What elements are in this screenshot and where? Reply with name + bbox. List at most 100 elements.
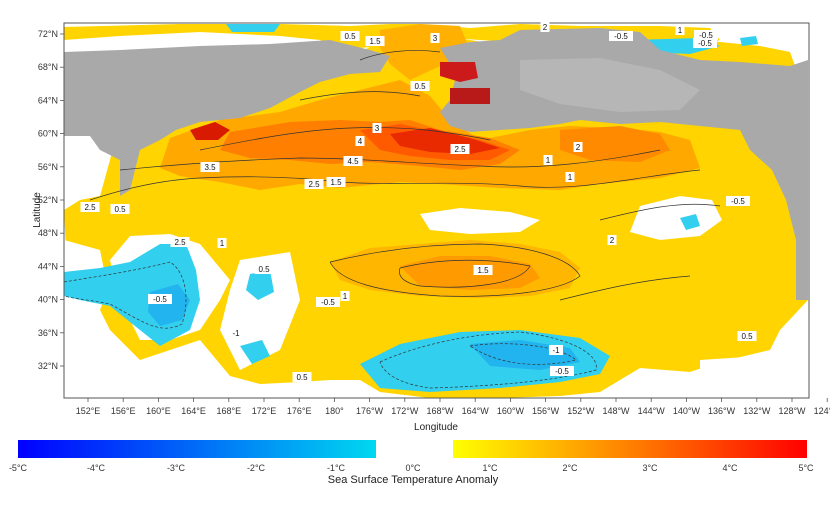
contour-label: -0.5 (699, 31, 713, 40)
plot-frame (63, 22, 810, 399)
x-tick-label: 128°W (778, 406, 806, 416)
contour-label-bg (355, 136, 365, 146)
contour-label: 1 (343, 292, 348, 301)
y-tick-label: 48°N (38, 228, 58, 238)
region-warm-2-top (380, 24, 470, 80)
y-tick-label: 32°N (38, 361, 58, 371)
contour-label-bg (450, 144, 470, 154)
contour-label: 1 (678, 26, 683, 35)
contour-label-bg (609, 31, 633, 41)
y-tick-label: 68°N (38, 62, 58, 72)
colorbar-tick-label: -4°C (87, 463, 106, 473)
contour-label-bg (543, 155, 553, 165)
region-neutral-2 (630, 196, 722, 240)
y-axis-ticks: 72°N 68°N 64°N 60°N 56°N 52°N 48°N 44°N 40°N 36°N… (38, 29, 64, 371)
contour-label-bg (200, 162, 220, 172)
region-cool-small-3 (680, 214, 700, 230)
region-cool-small-2 (240, 340, 270, 364)
contour-label-bg (340, 31, 360, 41)
contour-label-bg (365, 36, 385, 46)
contour-label: -0.5 (698, 39, 712, 48)
y-tick-label: 56°N (38, 162, 58, 172)
colorbar-ticks: -5°C -4°C -3°C -2°C -1°C 0°C 1°C 2°C 3°C 4°C 5°C (9, 463, 814, 473)
x-tick-label: 144°W (638, 406, 666, 416)
colorbar-tick-label: 4°C (722, 463, 738, 473)
colorbar-tick-label: 0°C (405, 463, 421, 473)
contour-label-bg (229, 328, 243, 338)
contour-label: 4 (358, 137, 363, 146)
contour-label-bg (326, 177, 346, 187)
colorbar-tick-label: 5°C (798, 463, 814, 473)
x-axis-label: Longitude (414, 422, 458, 433)
contour-label: 1.5 (369, 37, 381, 46)
contour-label: 0.5 (258, 265, 270, 274)
y-tick-label: 60°N (38, 129, 58, 139)
region-central-peak (400, 256, 540, 290)
contour-label: 2.5 (308, 180, 320, 189)
contour-label-bg (316, 297, 340, 307)
x-tick-label: 152°E (76, 406, 101, 416)
contour-label: 0.5 (344, 32, 356, 41)
contour-label: 1.5 (477, 266, 489, 275)
colorbar-tick-label: -1°C (327, 463, 346, 473)
contour-label-bg (410, 81, 430, 91)
colorbar-tick-label: -5°C (9, 463, 28, 473)
contour-label: 2 (543, 23, 548, 32)
x-tick-label: 164°E (181, 406, 206, 416)
contour-label-bg (372, 123, 382, 133)
negative-contour-lines (64, 261, 597, 389)
contour-label: 2.5 (84, 203, 96, 212)
contour-label-bg (737, 331, 757, 341)
x-tick-label: 124°W (814, 406, 830, 416)
colorbar-tick-label: 2°C (562, 463, 578, 473)
colorbar-tick-label: 1°C (482, 463, 498, 473)
y-tick-label: 36°N (38, 328, 58, 338)
contour-label: -1 (552, 346, 560, 355)
x-tick-label: 156°E (111, 406, 136, 416)
x-tick-label: 172°W (391, 406, 419, 416)
region-cool-top-1 (226, 24, 280, 32)
contour-label-bg (110, 204, 130, 214)
region-neutral-7 (700, 356, 808, 398)
contour-label-bg (343, 156, 363, 166)
y-tick-label: 52°N (38, 195, 58, 205)
region-neutral-5 (220, 252, 300, 370)
contour-label: -0.5 (555, 367, 569, 376)
contour-label-bg (573, 142, 583, 152)
region-cool-top-3 (740, 36, 758, 46)
contour-label: 4.5 (347, 157, 359, 166)
contour-label-bg (170, 237, 190, 247)
anomaly-field (64, 24, 808, 398)
contour-label: 0.5 (741, 332, 753, 341)
x-tick-label: 176°E (287, 406, 312, 416)
land-alaska-hatch (520, 58, 700, 112)
x-tick-label: 180° (325, 406, 344, 416)
colorbar-tick-label: -2°C (247, 463, 266, 473)
contour-label-bg (254, 264, 274, 274)
contour-label: -0.5 (614, 32, 628, 41)
contour-label: -0.5 (321, 298, 335, 307)
contour-label: 0.5 (114, 205, 126, 214)
contour-label-bg (292, 372, 312, 382)
x-tick-label: 140°W (673, 406, 701, 416)
colorbar-tick-label: 3°C (642, 463, 658, 473)
contour-label: 2.5 (454, 145, 466, 154)
x-axis-ticks: 152°E 156°E 160°E 164°E 168°E 172°E 176°E 180° 1… (76, 398, 830, 416)
contour-label-bg (550, 366, 574, 376)
x-tick-label: 168°E (216, 406, 241, 416)
contour-label-bg (726, 196, 750, 206)
contour-label: 2.5 (174, 238, 186, 247)
contour-label-bg (549, 345, 563, 355)
contour-label: 2 (576, 143, 581, 152)
contour-label-bg (340, 291, 350, 301)
colorbar-title: Sea Surface Temperature Anomaly (328, 474, 499, 486)
x-tick-label: 172°E (252, 406, 277, 416)
y-tick-label: 72°N (38, 29, 58, 39)
y-axis-label: Latitude (32, 192, 43, 228)
contour-label-bg (694, 30, 718, 40)
contour-label: 3 (375, 124, 380, 133)
contour-label: 3 (433, 34, 438, 43)
contour-label: -0.5 (731, 197, 745, 206)
region-cool-small-1 (246, 270, 274, 300)
